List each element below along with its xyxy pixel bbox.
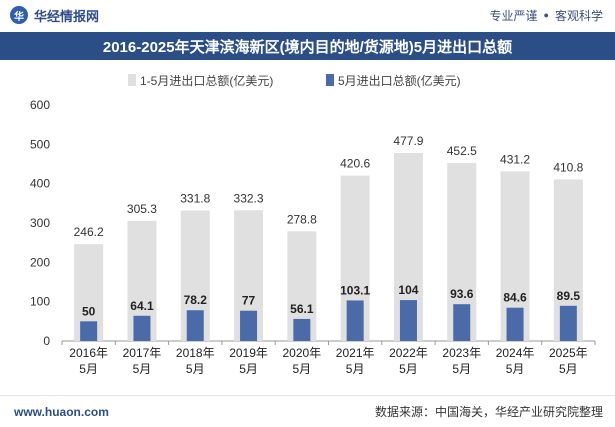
bar-may-label: 104 [398, 283, 418, 297]
chart: 1-5月进出口总额(亿美元) 5月进出口总额(亿美元) 0 100 200 300 400 5… [30, 73, 596, 376]
brand: 华 华经情报网 [10, 6, 99, 25]
x-tick-label: 5月 [186, 362, 205, 376]
x-tick-label: 2020年 [282, 346, 321, 360]
bar-total-label: 452.5 [447, 144, 477, 158]
bar-may-label: 84.6 [503, 291, 527, 305]
bar-may [559, 305, 577, 341]
bar-may [346, 300, 364, 341]
bar-total-label: 278.8 [287, 212, 317, 226]
bar-may-label: 103.1 [340, 283, 370, 297]
bar-total-label: 410.8 [553, 160, 583, 174]
x-tick-label: 2021年 [336, 346, 375, 360]
bar-may [80, 321, 98, 341]
bar-total-label: 331.8 [180, 191, 210, 205]
tagline-1: 专业严谨 [489, 8, 538, 23]
bar-may-label: 56.1 [290, 302, 314, 316]
bar-may [453, 304, 471, 341]
tagline: 专业严谨 ● 客观科学 [490, 7, 603, 24]
y-tick-label: 100 [30, 295, 50, 309]
bar-may [186, 310, 204, 341]
x-tick-label: 2023年 [442, 346, 481, 360]
y-tick-label: 600 [30, 98, 50, 112]
bar-total-label: 477.9 [393, 134, 423, 148]
y-tick-label: 300 [30, 216, 50, 230]
x-tick-label: 5月 [559, 362, 578, 376]
bar-may-label: 50 [82, 304, 96, 318]
y-tick-label: 200 [30, 255, 50, 269]
top-bar: 华 华经情报网 专业严谨 ● 客观科学 [0, 0, 615, 30]
tagline-2: 客观科学 [554, 8, 603, 23]
bar-total-label: 431.2 [500, 152, 530, 166]
x-tick-label: 5月 [239, 362, 258, 376]
legend-label-2: 5月进出口总额(亿美元) [338, 73, 461, 88]
bar-total-label: 305.3 [127, 202, 157, 216]
bar-may-label: 78.2 [184, 293, 208, 307]
x-tick-label: 5月 [133, 362, 152, 376]
bar-total-label: 420.6 [340, 157, 370, 171]
bar-may-label: 77 [242, 294, 256, 308]
legend-swatch-1 [128, 74, 136, 86]
y-tick-label: 400 [30, 177, 50, 191]
x-tick-label: 2024年 [496, 346, 535, 360]
bar-may [240, 310, 258, 341]
footer: www.huaon.com 数据来源：中国海关，华经产业研究院整理 [0, 395, 615, 427]
x-tick-label: 2022年 [389, 346, 428, 360]
x-tick-label: 5月 [506, 362, 525, 376]
x-tick-label: 2025年 [549, 346, 588, 360]
x-tick-label: 5月 [452, 362, 471, 376]
bar-may-label: 64.1 [130, 299, 154, 313]
x-tick-label: 2019年 [229, 346, 268, 360]
x-tick-label: 5月 [399, 362, 418, 376]
bar-may [133, 315, 151, 341]
x-tick-label: 5月 [79, 362, 98, 376]
x-tick-label: 2016年 [69, 346, 108, 360]
x-tick-label: 5月 [346, 362, 365, 376]
bar-may-label: 93.6 [450, 287, 474, 301]
y-tick-label: 0 [43, 334, 50, 348]
bar-may [399, 300, 417, 341]
x-tick-label: 2017年 [123, 346, 162, 360]
legend-swatch-2 [326, 74, 334, 86]
brand-name: 华经情报网 [34, 8, 100, 24]
chart-title: 2016-2025年天津滨海新区(境内目的地/货源地)5月进出口总额 [0, 32, 615, 60]
footer-url: www.huaon.com [14, 404, 109, 419]
bar-total-label: 332.3 [234, 191, 264, 205]
y-tick-label: 500 [30, 137, 50, 151]
x-tick-label: 2018年 [176, 346, 215, 360]
x-tick-label: 5月 [293, 362, 312, 376]
bullet-icon: ● [543, 10, 549, 20]
legend-label-1: 1-5月进出口总额(亿美元) [140, 73, 273, 88]
footer-source: 数据来源：中国海关，华经产业研究院整理 [374, 405, 603, 419]
bar-may [506, 307, 524, 341]
bar-may [293, 318, 311, 341]
bar-may-label: 89.5 [557, 289, 581, 303]
bar-total-label: 246.2 [74, 225, 104, 239]
brand-logo-icon: 华 [10, 6, 28, 24]
